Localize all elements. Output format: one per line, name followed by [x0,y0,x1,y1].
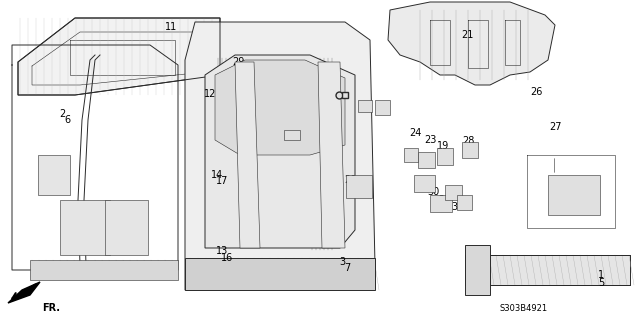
Polygon shape [358,100,372,112]
Text: 23: 23 [424,135,436,145]
Polygon shape [462,142,478,158]
Text: 14: 14 [211,170,223,180]
Polygon shape [105,200,148,255]
Text: 8: 8 [48,163,54,173]
Text: 26: 26 [530,87,542,97]
Polygon shape [318,62,345,248]
Polygon shape [185,22,375,290]
Text: 3: 3 [339,257,346,267]
Text: 24: 24 [410,128,422,137]
Text: 13: 13 [216,246,228,256]
Text: 11: 11 [165,22,177,32]
Text: 2: 2 [59,109,65,119]
Polygon shape [30,260,178,280]
Text: 29: 29 [232,57,244,67]
Polygon shape [548,175,600,215]
Polygon shape [215,60,345,155]
Text: S303B4921: S303B4921 [500,304,548,313]
Text: 17: 17 [216,176,228,186]
Text: 15: 15 [271,71,283,81]
Polygon shape [375,100,390,115]
Polygon shape [414,175,435,192]
Polygon shape [38,155,70,195]
Text: 21: 21 [461,30,473,40]
Text: 22: 22 [415,176,428,186]
Text: 30: 30 [428,187,440,197]
Polygon shape [388,2,555,85]
Polygon shape [60,200,110,255]
Text: 16: 16 [221,253,234,263]
Text: 19: 19 [437,141,449,151]
Text: 9: 9 [69,202,76,211]
Polygon shape [404,148,418,162]
Text: 7: 7 [344,263,351,273]
Polygon shape [437,148,453,165]
Polygon shape [346,175,372,198]
Polygon shape [430,195,452,212]
Text: 5: 5 [598,278,605,288]
Text: 27: 27 [549,122,562,132]
Polygon shape [235,62,260,248]
Text: 12: 12 [204,89,216,99]
Polygon shape [418,152,435,168]
Text: 28: 28 [462,136,474,145]
Polygon shape [8,282,40,303]
Text: 31: 31 [451,202,463,211]
Polygon shape [465,245,490,295]
Text: 20: 20 [344,175,356,185]
Polygon shape [457,195,472,210]
Text: 6: 6 [64,115,70,125]
Polygon shape [185,258,375,290]
Text: 4: 4 [43,156,49,166]
Text: 25: 25 [438,195,451,205]
Text: 18: 18 [271,77,283,87]
Text: 10: 10 [74,208,86,218]
Polygon shape [445,185,462,200]
Polygon shape [284,130,300,140]
Polygon shape [205,55,355,248]
Polygon shape [18,18,220,95]
Polygon shape [465,255,630,285]
Text: 1: 1 [598,270,605,279]
Text: FR.: FR. [42,303,60,313]
